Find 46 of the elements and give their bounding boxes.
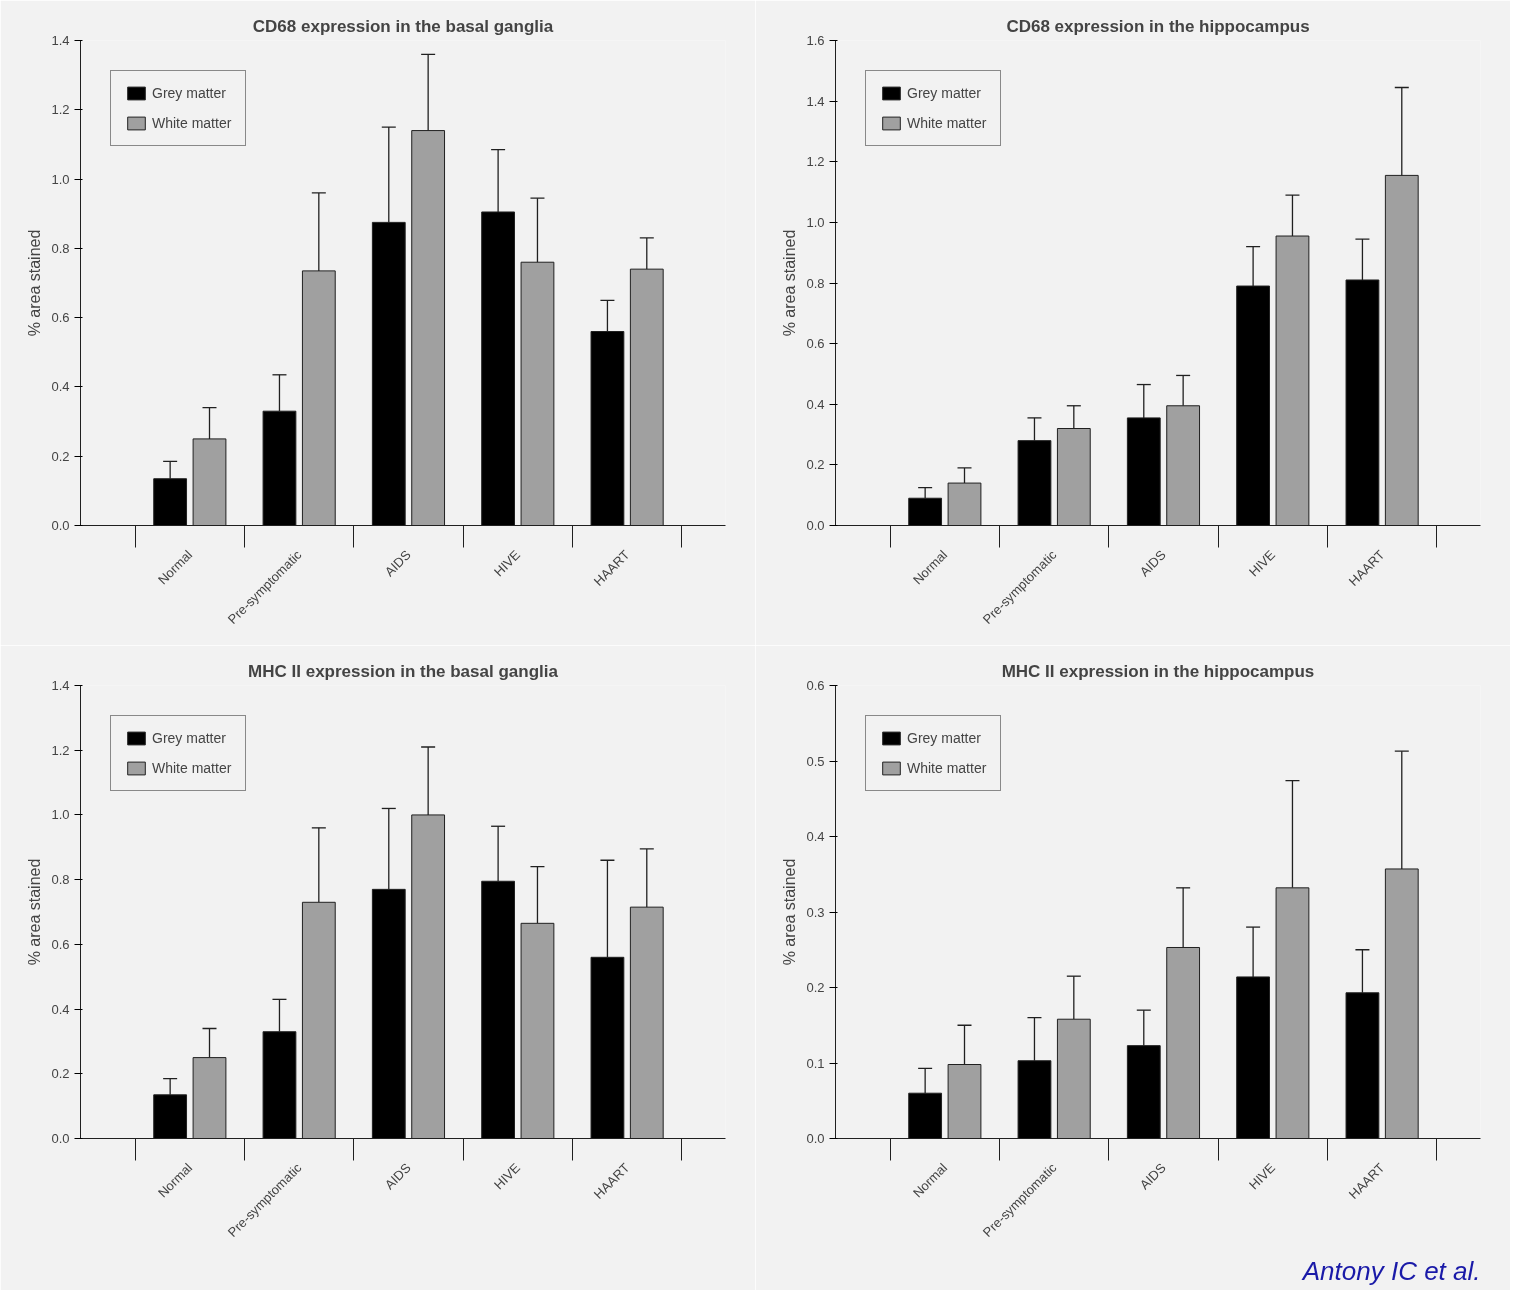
y-tick-label: 1.6 [806,33,825,48]
chart-title: CD68 expression in the basal ganglia [252,16,554,36]
y-tick-label: 0.8 [806,275,825,291]
text: 1.0 [51,807,70,823]
y-axis-title: % area stained [781,858,799,966]
legend-label: White matter [152,760,232,776]
legend-label: White matter [907,760,987,776]
y-tick-label: 1.2 [806,154,825,170]
y-tick-label: 0.4 [806,829,825,844]
y-tick-label: 0.1 [806,1055,825,1071]
y-tick-label: 1.4 [51,33,70,48]
y-axis-title: % area stained [26,229,44,337]
y-tick-label: 0.6 [806,678,825,693]
legend-label: Grey matter [907,85,981,101]
y-tick-label: 1.4 [806,93,825,109]
y-tick-label: 0.2 [51,1066,70,1082]
y-tick-label: 0.4 [51,1001,70,1017]
y-tick-label: 1.2 [51,102,70,118]
y-tick-label: 0.8 [51,240,70,256]
legend-label: Grey matter [152,730,226,746]
y-tick-label: 0.4 [806,396,825,412]
y-tick-label: 0.2 [806,457,825,473]
y-axis-title: % area stained [26,858,44,966]
y-tick-label: 0.6 [51,310,70,326]
y-tick-label: 0.3 [806,904,825,920]
y-tick-label: 1.4 [51,678,70,693]
chart-title: CD68 expression in the hippocampus [1006,16,1310,36]
y-tick-label: 0.6 [51,936,70,952]
chart-title: MHC II expression in the hippocampus [1001,661,1315,681]
y-tick-label: 0.2 [806,980,825,995]
y-tick-label: 0.0 [806,1131,825,1146]
y-tick-label: 0.5 [806,753,825,769]
y-axis-title: % area stained [781,229,799,337]
legend-label: White matter [152,115,232,131]
y-tick-label: 0.6 [806,336,825,352]
y-tick-label: 1.2 [51,742,70,758]
legend-label: Grey matter [907,730,981,746]
legend-label: Grey matter [152,85,226,101]
chart-title: MHC II expression in the basal ganglia [248,661,559,681]
legend-label: White matter [907,115,987,131]
y-tick-label: 0.8 [51,872,70,888]
text: Antony IC et al. [1300,1255,1481,1286]
y-tick-label: 0.2 [51,448,70,464]
text: 1.0 [806,214,825,230]
text: 1.0 [51,171,70,187]
y-tick-label: 0.4 [51,379,70,395]
